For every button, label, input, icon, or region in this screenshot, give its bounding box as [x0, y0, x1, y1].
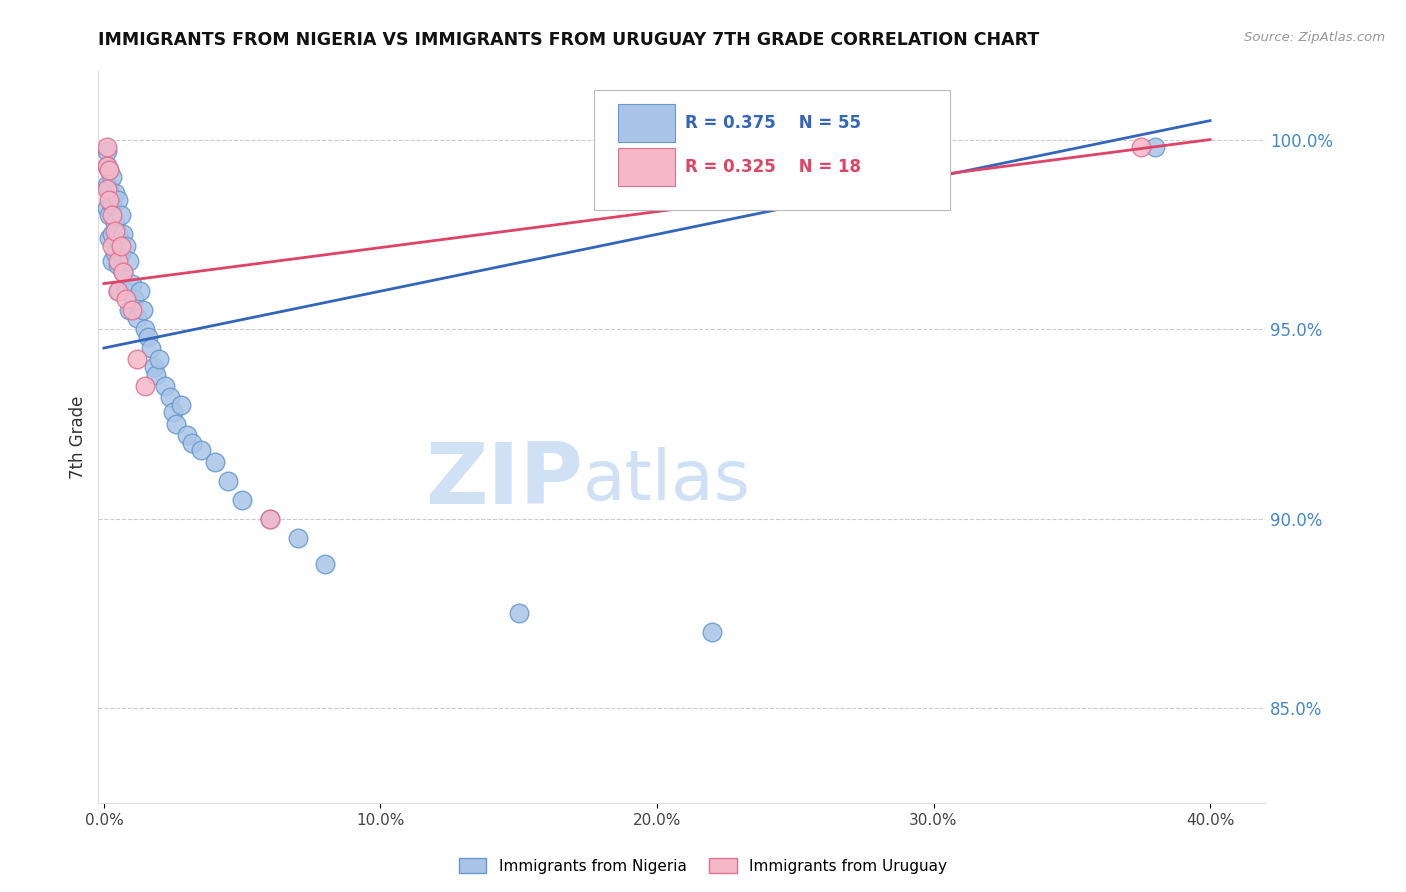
Point [115, 292, 138, 306]
Text: R = 0.375    N = 55: R = 0.375 N = 55 [685, 114, 862, 132]
Point [98, 231, 121, 245]
Point [101, 197, 124, 211]
Point [112, 227, 135, 242]
Point [107, 284, 129, 298]
Point [107, 284, 129, 298]
Point [153, 379, 176, 393]
Point [104, 186, 127, 200]
Point [134, 379, 156, 393]
Point [96, 178, 118, 192]
Point [96, 159, 118, 173]
Point [110, 208, 132, 222]
Point [96, 144, 118, 158]
Point [107, 258, 129, 272]
Point [101, 170, 124, 185]
Point [115, 284, 138, 298]
Point [131, 303, 153, 318]
Legend: Immigrants from Nigeria, Immigrants from Uruguay: Immigrants from Nigeria, Immigrants from… [453, 852, 953, 880]
Point [159, 390, 181, 404]
Point [287, 531, 309, 545]
Point [121, 303, 143, 318]
Point [142, 359, 165, 374]
FancyBboxPatch shape [595, 90, 950, 211]
Point [96, 182, 118, 196]
Point [98, 182, 121, 196]
Point [165, 417, 187, 431]
Point [204, 455, 226, 469]
Point [98, 193, 121, 207]
Point [112, 265, 135, 279]
Point [124, 292, 146, 306]
Point [145, 368, 167, 382]
Point [110, 238, 132, 252]
Point [139, 341, 162, 355]
Point [259, 511, 281, 525]
FancyBboxPatch shape [617, 104, 675, 143]
Point [702, 625, 724, 640]
Y-axis label: 7th Grade: 7th Grade [69, 395, 87, 479]
Point [104, 223, 127, 237]
Point [115, 238, 138, 252]
Point [127, 352, 149, 367]
Point [508, 607, 530, 621]
Text: Source: ZipAtlas.com: Source: ZipAtlas.com [1244, 31, 1385, 45]
Point [118, 303, 141, 318]
Text: ZIP: ZIP [425, 440, 582, 523]
Point [98, 162, 121, 177]
Point [96, 201, 118, 215]
Point [112, 265, 135, 279]
Point [107, 193, 129, 207]
Point [190, 443, 212, 458]
Point [107, 253, 129, 268]
Point [231, 492, 253, 507]
Point [1129, 140, 1152, 154]
Point [96, 140, 118, 154]
Point [107, 227, 129, 242]
Point [129, 284, 152, 298]
Point [136, 329, 159, 343]
Point [101, 208, 124, 222]
Point [148, 352, 170, 367]
Point [110, 246, 132, 260]
Point [170, 398, 193, 412]
Point [98, 208, 121, 222]
Point [1143, 140, 1166, 154]
Point [101, 253, 124, 268]
FancyBboxPatch shape [617, 148, 675, 186]
Point [162, 405, 184, 419]
Text: IMMIGRANTS FROM NIGERIA VS IMMIGRANTS FROM URUGUAY 7TH GRADE CORRELATION CHART: IMMIGRANTS FROM NIGERIA VS IMMIGRANTS FR… [98, 31, 1039, 49]
Text: R = 0.325    N = 18: R = 0.325 N = 18 [685, 158, 862, 177]
Point [176, 428, 198, 442]
Point [101, 238, 124, 252]
Point [121, 277, 143, 291]
Point [127, 310, 149, 325]
Point [314, 557, 336, 571]
Point [181, 435, 204, 450]
Point [104, 216, 127, 230]
Point [134, 322, 156, 336]
Point [217, 474, 239, 488]
Point [96, 159, 118, 173]
Point [101, 227, 124, 242]
Text: atlas: atlas [582, 448, 751, 515]
Point [98, 162, 121, 177]
Point [259, 511, 281, 525]
Point [118, 253, 141, 268]
Point [104, 246, 127, 260]
